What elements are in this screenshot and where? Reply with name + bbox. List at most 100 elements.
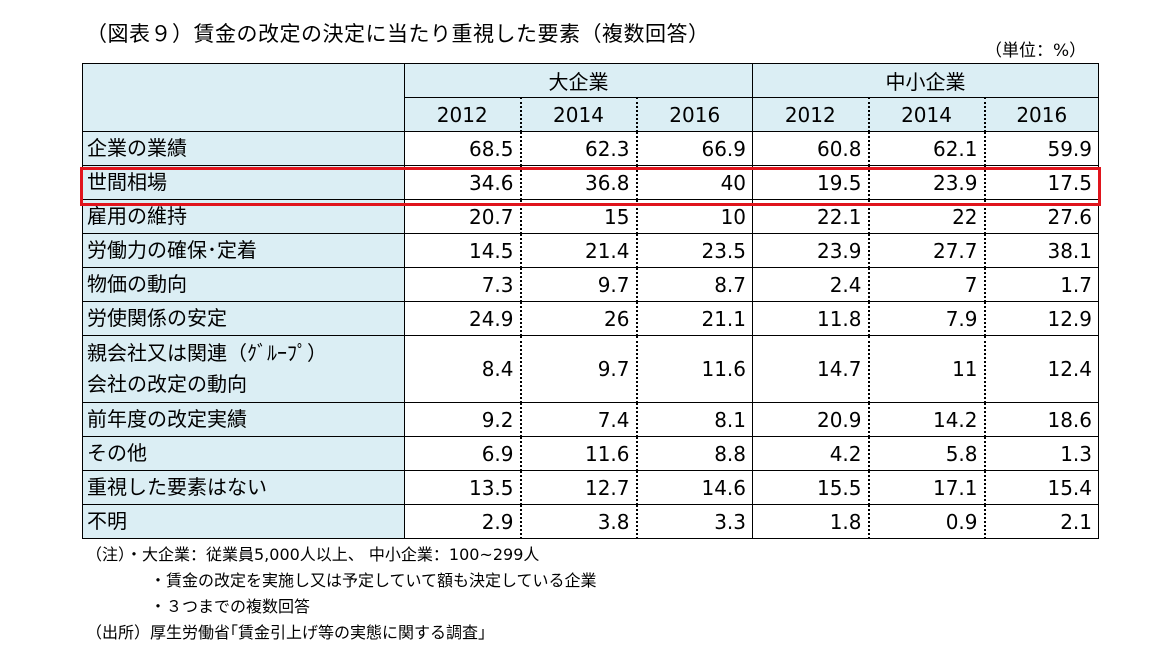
year-header: 2012 [404, 97, 522, 132]
row-label-text: 会社の改定の動向 [87, 372, 247, 396]
row-label-text: 重視した要素はない [87, 475, 267, 499]
value-cell: 19.5 [752, 165, 870, 200]
value-cell: 8.4 [404, 335, 522, 403]
value-cell: 14.6 [635, 470, 754, 505]
value-cell: 4.2 [752, 436, 870, 471]
value-cell: 9.2 [404, 402, 522, 437]
value-cell: 26 [520, 301, 638, 336]
value-cell: 2.4 [752, 267, 870, 302]
value-cell: 1.3 [984, 436, 1100, 471]
note-line: ・３つまでの複数回答 [150, 597, 311, 616]
value-cell: 11 [868, 335, 986, 403]
notes: （注）・大企業：従業員5,000人以上、 中小企業：100~299人 ・賃金の改… [86, 542, 597, 646]
table-row: 不明 2.9 3.8 3.3 1.8 0.9 2.1 [82, 504, 1100, 539]
unit-label: （単位：%） [985, 41, 1087, 61]
value-cell: 15.4 [984, 470, 1100, 505]
value-cell: 34.6 [404, 165, 522, 200]
value-cell: 13.5 [404, 470, 522, 505]
row-label: その他 [82, 436, 405, 471]
value-cell: 8.8 [635, 436, 754, 471]
table-row: 企業の業績 68.5 62.3 66.9 60.8 62.1 59.9 [82, 131, 1100, 166]
year-header: 2012 [752, 97, 870, 132]
value-cell: 15 [520, 199, 638, 234]
value-cell: 38.1 [984, 233, 1100, 268]
value-cell: 66.9 [635, 131, 754, 166]
value-cell: 20.7 [404, 199, 522, 234]
year-header: 2014 [520, 97, 638, 132]
table-row: 労使関係の安定 24.9 26 21.1 11.8 7.9 12.9 [82, 301, 1100, 336]
value-cell: 7.3 [404, 267, 522, 302]
value-cell: 0.9 [868, 504, 986, 539]
value-cell: 59.9 [984, 131, 1100, 166]
table-row: 前年度の改定実績 9.2 7.4 8.1 20.9 14.2 18.6 [82, 402, 1100, 437]
row-label: 不明 [82, 504, 405, 539]
value-cell: 40 [635, 165, 754, 200]
value-cell: 15.5 [752, 470, 870, 505]
table-row: 物価の動向 7.3 9.7 8.7 2.4 7 1.7 [82, 267, 1100, 302]
table-row: 世間相場 34.6 36.8 40 19.5 23.9 17.5 [82, 165, 1100, 200]
value-cell: 8.1 [635, 402, 754, 437]
value-cell: 7.4 [520, 402, 638, 437]
year-header: 2014 [868, 97, 986, 132]
note-line: （注）・大企業：従業員5,000人以上、 中小企業：100~299人 [86, 545, 540, 564]
row-label-text: 不明 [87, 509, 127, 533]
source-line: （出所）厚生労働省｢賃金引上げ等の実態に関する調査｣ [86, 623, 487, 642]
value-cell: 2.9 [404, 504, 522, 539]
row-label-text: 企業の業績 [87, 136, 187, 160]
value-cell: 22.1 [752, 199, 870, 234]
table-title: （図表９）賃金の改定の決定に当たり重視した要素（複数回答） [86, 22, 710, 46]
group-header-large: 大企業 [403, 63, 754, 98]
value-cell: 27.7 [868, 233, 986, 268]
row-label-text: 雇用の維持 [87, 204, 187, 228]
table-row: 重視した要素はない 13.5 12.7 14.6 15.5 17.1 15.4 [82, 470, 1100, 505]
value-cell: 36.8 [520, 165, 638, 200]
value-cell: 7.9 [868, 301, 986, 336]
year-header: 2016 [635, 97, 754, 132]
row-label: 世間相場 [82, 165, 405, 200]
value-cell: 3.3 [635, 504, 754, 539]
group-header-sme: 中小企業 [752, 63, 1100, 98]
value-cell: 23.9 [752, 233, 870, 268]
value-cell: 17.1 [868, 470, 986, 505]
row-label-text: 労使関係の安定 [87, 306, 227, 330]
row-label: 雇用の維持 [82, 199, 405, 234]
note-line: ・賃金の改定を実施し又は予定していて額も決定している企業 [150, 571, 597, 590]
value-cell: 1.8 [752, 504, 870, 539]
value-cell: 12.4 [984, 335, 1100, 403]
value-cell: 5.8 [868, 436, 986, 471]
value-cell: 9.7 [520, 335, 638, 403]
wage-factors-table: 大企業 中小企業 2012 2014 2016 2012 2014 2016 企… [82, 63, 1100, 539]
value-cell: 12.7 [520, 470, 638, 505]
year-header: 2016 [984, 97, 1100, 132]
value-cell: 68.5 [404, 131, 522, 166]
value-cell: 23.9 [868, 165, 986, 200]
value-cell: 62.1 [868, 131, 986, 166]
table-row: その他 6.9 11.6 8.8 4.2 5.8 1.3 [82, 436, 1100, 471]
value-cell: 3.8 [520, 504, 638, 539]
value-cell: 9.7 [520, 267, 638, 302]
row-label: 物価の動向 [82, 267, 405, 302]
row-label-text: 物価の動向 [87, 272, 187, 296]
value-cell: 60.8 [752, 131, 870, 166]
row-label-text: 前年度の改定実績 [87, 407, 247, 431]
value-cell: 21.1 [635, 301, 754, 336]
value-cell: 17.5 [984, 165, 1100, 200]
value-cell: 8.7 [635, 267, 754, 302]
value-cell: 14.7 [752, 335, 870, 403]
value-cell: 11.8 [752, 301, 870, 336]
table-row: 親会社又は関連（ｸﾞﾙｰﾌﾟ） 会社の改定の動向 8.4 9.7 11.6 14.7 11 1… [82, 335, 1100, 403]
value-cell: 14.5 [404, 233, 522, 268]
row-label: 重視した要素はない [82, 470, 405, 505]
value-cell: 18.6 [984, 402, 1100, 437]
value-cell: 20.9 [752, 402, 870, 437]
row-label: 労使関係の安定 [82, 301, 405, 336]
value-cell: 23.5 [635, 233, 754, 268]
value-cell: 22 [868, 199, 986, 234]
row-label: 前年度の改定実績 [82, 402, 405, 437]
table-row: 労働力の確保･定着 14.5 21.4 23.5 23.9 27.7 38.1 [82, 233, 1100, 268]
value-cell: 10 [635, 199, 754, 234]
value-cell: 6.9 [404, 436, 522, 471]
row-label: 労働力の確保･定着 [82, 233, 405, 268]
row-label-text: 世間相場 [87, 170, 167, 194]
table-row: 雇用の維持 20.7 15 10 22.1 22 27.6 [82, 199, 1100, 234]
